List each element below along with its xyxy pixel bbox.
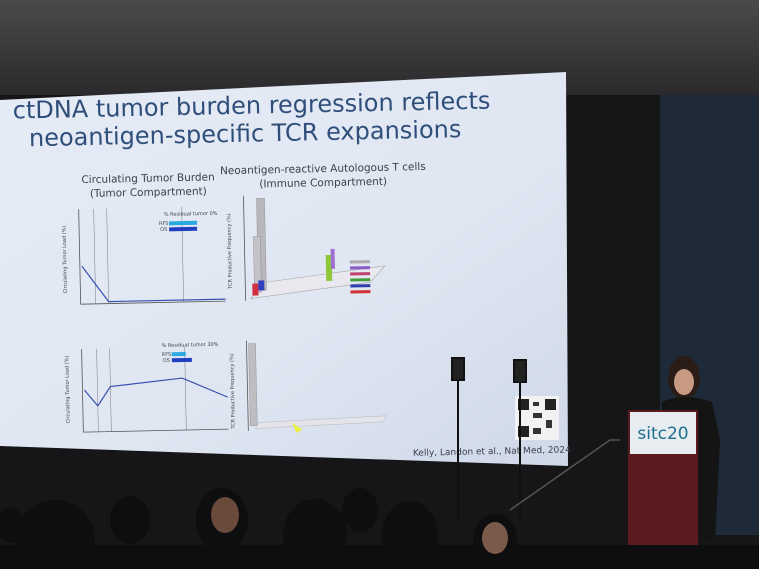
shape: [0, 545, 759, 569]
shape: [168, 220, 198, 226]
shape: [674, 369, 694, 395]
chart-figure: TCR Productive Frequency (%): [229, 340, 387, 433]
citation: Kelly, Landon et al., Nat Med, 2024: [413, 445, 571, 458]
podium: sitc20: [628, 410, 698, 560]
shape: [451, 357, 465, 381]
chart-figure: TCR Productive Frequency (%): [226, 195, 386, 301]
shape: [81, 349, 84, 433]
shape: [258, 280, 265, 291]
qr-code: [515, 396, 559, 440]
legend-title: % Residual tumor 0%: [164, 211, 218, 218]
section-heading: (Tumor Compartment): [90, 186, 207, 200]
chart-figure: Circulating Tumor Load (%) % Residual tu…: [64, 342, 229, 433]
shape: [292, 422, 303, 433]
ceiling-wall: [0, 0, 759, 95]
shape: [349, 260, 370, 264]
shape: [254, 415, 387, 429]
shape: [109, 348, 112, 432]
shape: [342, 488, 378, 532]
shape: [349, 266, 371, 270]
shape: [110, 496, 150, 544]
shape: [171, 351, 186, 357]
legend-label: RFS: [159, 221, 169, 227]
shape: [169, 226, 198, 232]
shape: [350, 290, 371, 294]
shape: [81, 265, 226, 303]
shape: [350, 272, 371, 276]
shape: [546, 420, 552, 428]
legend-label: OS: [163, 358, 170, 364]
shape: [211, 497, 239, 533]
axis-label: Circulating Tumor Load (%): [64, 355, 71, 423]
shape: [518, 399, 529, 410]
axis-label: TCR Productive Frequency (%): [226, 213, 234, 290]
shape: [106, 208, 109, 304]
chart-figure: Circulating Tumor Load (%) % Residual tu…: [62, 207, 226, 305]
shape: [96, 348, 99, 432]
shape: [533, 402, 539, 406]
axis-label: TCR Productive Frequency (%): [229, 353, 237, 430]
shape: [252, 283, 259, 296]
shape: [533, 413, 542, 418]
shape: [246, 340, 249, 431]
shape: [545, 399, 556, 410]
section-heading: Neoantigen-reactive Autologous T cells: [220, 161, 426, 177]
shape: [80, 300, 226, 305]
shape: [78, 209, 82, 305]
shape: [350, 284, 371, 288]
shape: [533, 428, 541, 434]
projection-screen: [0, 72, 568, 466]
audience: [0, 488, 759, 569]
shape: [630, 412, 696, 454]
legend-title: % Residual tumor 30%: [162, 342, 219, 349]
camera-tripod: [451, 357, 527, 520]
shape: [93, 208, 96, 304]
podium-sign: sitc20: [637, 424, 688, 444]
shape: [248, 343, 258, 426]
stair-rail: [509, 439, 620, 511]
section-heading: (Immune Compartment): [259, 176, 387, 191]
shape: [83, 428, 229, 433]
shape: [171, 357, 192, 363]
shape: [325, 254, 333, 282]
axis-label: Circulating Tumor Load (%): [62, 226, 69, 294]
legend-label: RFS: [162, 352, 172, 358]
shape: [482, 522, 508, 554]
legend-label: OS: [160, 227, 167, 233]
shape: [513, 359, 527, 383]
shape: [243, 195, 247, 301]
shape: [350, 278, 371, 282]
shape: [518, 426, 529, 437]
section-heading: Circulating Tumor Burden: [81, 171, 215, 186]
shape: [330, 248, 335, 269]
shape: [84, 377, 228, 407]
shape: [0, 507, 24, 543]
